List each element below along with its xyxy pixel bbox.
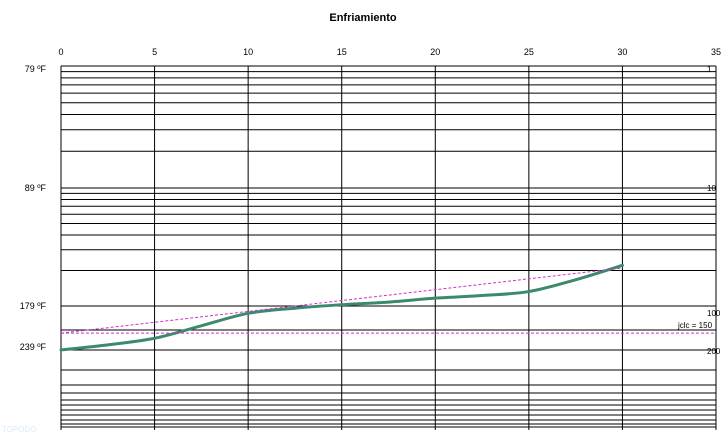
trend-line	[60, 267, 623, 334]
x-tick-label: 30	[617, 47, 627, 57]
x-tick-label: 35	[711, 47, 721, 57]
left-axis-label: 89 ºF	[25, 183, 47, 193]
x-tick-label: 0	[58, 47, 63, 57]
cooling-curve	[59, 263, 624, 352]
x-tick-label: 25	[524, 47, 534, 57]
left-axis-label: 179 ºF	[20, 301, 47, 311]
left-axis-labels: 79 ºF 89 ºF 179 ºF 239 ºF	[20, 64, 47, 352]
right-axis-label: 10	[707, 184, 716, 193]
reference-label: jclc = 150	[677, 321, 713, 330]
x-axis-ticks: 0 5 10 15 20 25 30 35	[58, 47, 721, 57]
x-tick-label: 5	[152, 47, 157, 57]
x-tick-label: 15	[337, 47, 347, 57]
right-axis-label: 100	[707, 309, 721, 318]
chart-title: Enfriamiento	[329, 12, 397, 24]
series-group	[59, 263, 716, 352]
left-axis-label: 239 ºF	[20, 342, 47, 352]
x-tick-label: 10	[243, 47, 253, 57]
x-tick-label: 20	[430, 47, 440, 57]
corner-label: TOPODO	[2, 425, 37, 434]
right-axis-label: 200	[707, 347, 721, 356]
grid	[60, 65, 717, 430]
right-axis-label: 1	[707, 65, 712, 74]
right-axis-labels: 1 10 100 200	[707, 65, 721, 356]
left-axis-label: 79 ºF	[25, 64, 47, 74]
